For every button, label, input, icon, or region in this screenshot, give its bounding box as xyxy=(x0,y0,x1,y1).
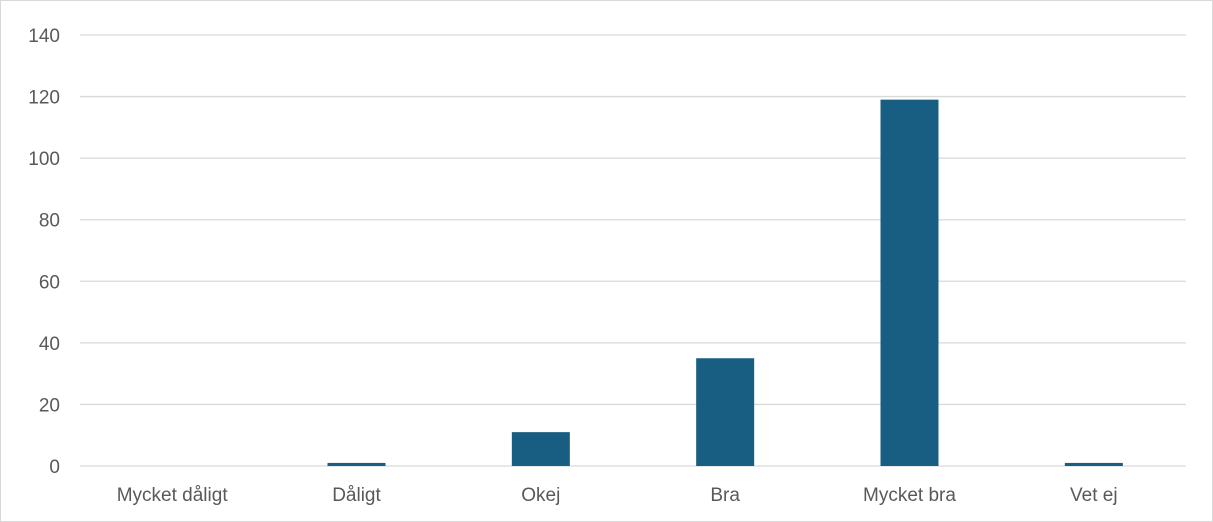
y-tick-label: 0 xyxy=(49,457,60,478)
y-tick-label: 80 xyxy=(39,211,60,232)
bars xyxy=(327,99,1123,467)
bar xyxy=(511,432,570,466)
y-tick-label: 100 xyxy=(28,149,60,170)
bar xyxy=(327,462,386,466)
x-tick-label: Okej xyxy=(521,485,560,506)
x-tick-label: Mycket dåligt xyxy=(117,485,229,506)
y-tick-label: 40 xyxy=(39,334,60,355)
bar xyxy=(1064,462,1123,466)
y-axis-tick-labels: 0 20 40 60 80 100 120 140 xyxy=(28,26,60,478)
bar xyxy=(880,99,939,467)
y-tick-label: 140 xyxy=(28,26,60,47)
bar xyxy=(696,358,755,466)
x-tick-label: Vet ej xyxy=(1070,485,1118,506)
y-tick-label: 60 xyxy=(39,272,60,293)
gridlines xyxy=(80,34,1186,467)
x-tick-label: Mycket bra xyxy=(863,485,956,506)
y-tick-label: 20 xyxy=(39,395,60,416)
x-tick-label: Bra xyxy=(710,485,740,506)
x-axis-tick-labels: Mycket dåligt Dåligt Okej Bra Mycket bra Vet … xyxy=(117,485,1118,506)
y-tick-label: 120 xyxy=(28,88,60,109)
x-tick-label: Dåligt xyxy=(332,485,381,506)
